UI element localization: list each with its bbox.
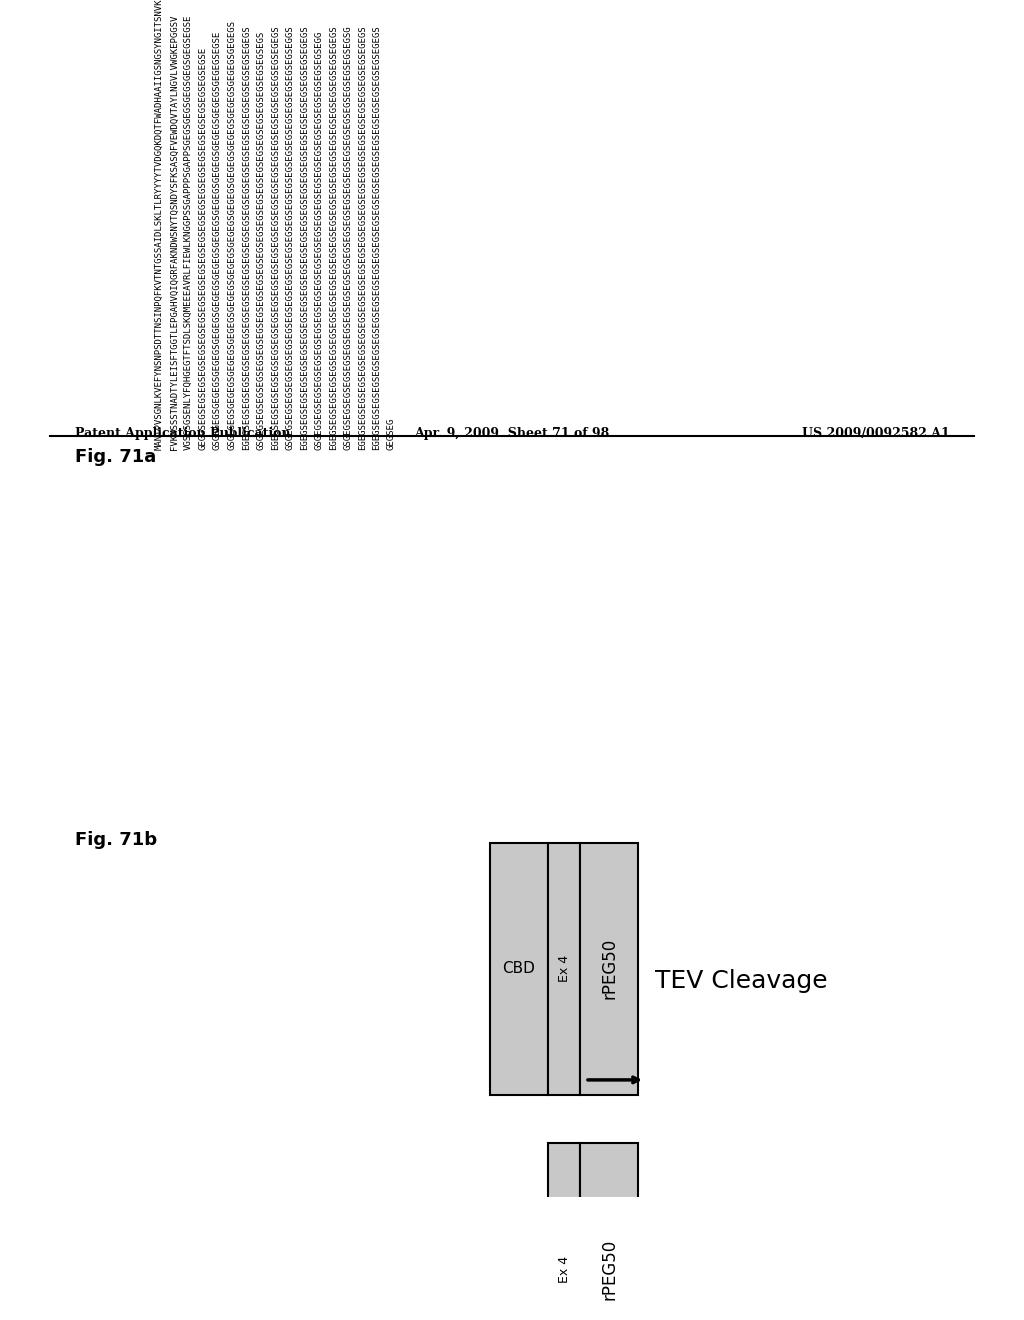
Text: EGEGSEGSEGSEGSEGSEGSEGSEGSEGSEGSEGSEGSEGSEGSEGSEGSEGSEGSEGSEGSEGSEGSEGSEGSEGEGS: EGEGSEGSEGSEGSEGSEGSEGSEGSEGSEGSEGSEGSEG… [329,25,338,450]
Text: MANTPVSGNLKVEFYNSNPSDTTNSINPQFKVTNTGSSAIDLSKLTLRYYYYTVDGQKDQTFWADHAAIIGSNGSYNGIT: MANTPVSGNLKVEFYNSNPSDTTNSINPQFKVTNTGSSAI… [155,0,164,450]
FancyBboxPatch shape [580,1143,638,1320]
Text: Fig. 71a: Fig. 71a [75,447,157,466]
Text: Patent Application Publication: Patent Application Publication [75,426,291,440]
Text: US 2009/0092582 A1: US 2009/0092582 A1 [802,426,950,440]
Text: EGEGSEGSEGSEGSEGSEGSEGSEGSEGSEGSEGSEGSEGSEGSEGSEGSEGSEGSEGSEGSEGSEGSEGSEGSEGEGS: EGEGSEGSEGSEGSEGSEGSEGSEGSEGSEGSEGSEGSEG… [271,25,280,450]
Text: GSGEGSEGSEGSEGSEGSEGSEGSEGSEGSEGSEGSEGSEGSEGSEGSEGSEGSEGSEGSEGSEGSEGSEGSEGSEGSG: GSGEGSEGSEGSEGSEGSEGSEGSEGSEGSEGSEGSEGSE… [343,25,352,450]
FancyBboxPatch shape [580,842,638,1094]
Text: Fig. 71b: Fig. 71b [75,830,157,849]
Text: Apr. 9, 2009  Sheet 71 of 98: Apr. 9, 2009 Sheet 71 of 98 [415,426,609,440]
Text: Ex 4: Ex 4 [557,1255,570,1283]
Text: Ex 4: Ex 4 [557,956,570,982]
Text: VGSGSGSENLYFQHGEGTFTSDLSKQMEEEAVRLFIEWLKNGGPSSGAPPPSGAPPSGEGSGEGSGEGSGEGSGEGSEGS: VGSGSGSENLYFQHGEGTFTSDLSKQMEEEAVRLFIEWLK… [184,15,193,450]
Text: rPEG50: rPEG50 [600,939,618,999]
Text: EGEGSEGSEGSEGSEGSEGSEGSEGSEGSEGSEGSEGSEGSEGSEGSEGSEGSEGSEGSEGSEGSEGSEGSEGSEGEGS: EGEGSEGSEGSEGSEGSEGSEGSEGSEGSEGSEGSEGSEG… [242,25,251,450]
Text: CBD: CBD [503,961,536,977]
FancyBboxPatch shape [548,1143,580,1320]
Text: rPEG50: rPEG50 [600,1238,618,1300]
FancyBboxPatch shape [490,842,548,1094]
Text: GSGEGSEGSEGSEGSEGSEGSEGSEGSEGSEGSEGSEGSEGSEGSEGSEGSEGSEGSEGSEGSEGSEGSEGSEGSEGG: GSGEGSEGSEGSEGSEGSEGSEGSEGSEGSEGSEGSEGSE… [314,30,324,450]
FancyBboxPatch shape [548,842,580,1094]
Text: TEV Cleavage: TEV Cleavage [655,969,827,993]
Text: GSGEGEGSGEGEGSGEGEGSGEGEGSGEGEGSGEGEGSGEGEGSGEGEGSGEGEGSGEGEGSGEGEGSGEGEGSEGSE: GSGEGEGSGEGEGSGEGEGSGEGEGSGEGEGSGEGEGSGE… [213,30,222,450]
Text: FVKMSSSTNADTYLEISFTGGTLEPGAHVQIQGRFAKNDWSNYTQSNDYSFKSASQFVEWDQVTAYLNGVLVWGKEPGGS: FVKMSSSTNADTYLEISFTGGTLEPGAHVQIQGRFAKNDW… [170,15,178,450]
Text: GSGEGSEGSEGSEGSEGSEGSEGSEGSEGSEGSEGSEGSEGSEGSEGSEGSEGSEGSEGSEGSEGSEGSEGSEGSEGGS: GSGEGSEGSEGSEGSEGSEGSEGSEGSEGSEGSEGSEGSE… [286,25,295,450]
Text: GSGEGEGSGEGEGSGEGEGSGEGEGSGEGEGSGEGEGSGEGEGSGEGEGSGEGEGSGEGEGSGEGEGSGEGEGSGEGEGS: GSGEGEGSGEGEGSGEGEGSGEGEGSGEGEGSGEGEGSGE… [227,20,237,450]
Text: GSGEGSEGSEGSEGSEGSEGSEGSEGSEGSEGSEGSEGSEGSEGSEGSEGSEGSEGSEGSEGSEGSEGSEGSEGSEGS: GSGEGSEGSEGSEGSEGSEGSEGSEGSEGSEGSEGSEGSE… [256,30,265,450]
Text: GEGGSEGSEGSEGSEGSEGSEGSEGSEGSEGSEGSEGSEGSEGSEGSEGSEGSEGSEGSEGSEGSEGSEGSEGSE: GEGGSEGSEGSEGSEGSEGSEGSEGSEGSEGSEGSEGSEG… [199,46,208,450]
Text: EGEGSEGSEGSEGSEGSEGSEGSEGSEGSEGSEGSEGSEGSEGSEGSEGSEGSEGSEGSEGSEGSEGSEGSEGSEGEGS: EGEGSEGSEGSEGSEGSEGSEGSEGSEGSEGSEGSEGSEG… [358,25,367,450]
Text: EGEGSEGSEGSEGSEGSEGSEGSEGSEGSEGSEGSEGSEGSEGSEGSEGSEGSEGSEGSEGSEGSEGSEGSEGSEGEGS: EGEGSEGSEGSEGSEGSEGSEGSEGSEGSEGSEGSEGSEG… [300,25,309,450]
Text: EGEGSEGSEGSEGSEGSEGSEGSEGSEGSEGSEGSEGSEGSEGSEGSEGSEGSEGSEGSEGSEGSEGSEGSEGSEGEGS: EGEGSEGSEGSEGSEGSEGSEGSEGSEGSEGSEGSEGSEG… [373,25,382,450]
Text: GEGSEG: GEGSEG [387,417,396,450]
